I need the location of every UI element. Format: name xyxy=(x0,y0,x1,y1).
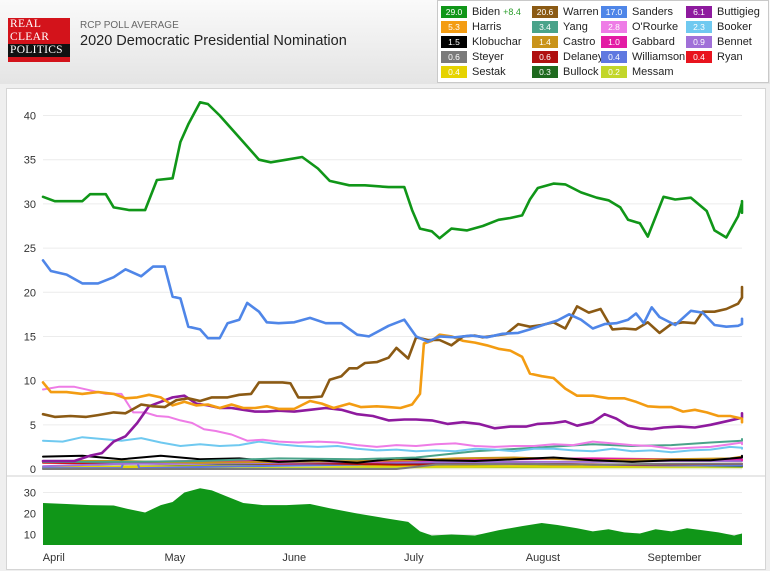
legend-name: Warren xyxy=(563,6,599,19)
series-line-booker xyxy=(42,436,743,454)
legend-value-badge: 0.4 xyxy=(686,51,712,64)
legend-name: Harris xyxy=(472,21,502,34)
legend-item-warren[interactable]: 20.6 Warren xyxy=(532,6,599,20)
legend-value-badge: 0.4 xyxy=(601,51,627,64)
legend-item-yang[interactable]: 3.4 Yang xyxy=(532,21,588,35)
legend-value-badge: 2.3 xyxy=(686,21,712,34)
legend-name: Gabbard xyxy=(632,36,675,49)
y-tick-label: 35 xyxy=(24,155,36,167)
spread-y-tick-label: 20 xyxy=(24,509,36,521)
legend-value-badge: 0.4 xyxy=(441,66,467,79)
chart-subtitle: RCP POLL AVERAGE xyxy=(80,20,179,31)
legend-name: Buttigieg xyxy=(717,6,760,19)
legend-value-badge: 3.4 xyxy=(532,21,558,34)
legend-value-badge: 17.0 xyxy=(601,6,627,19)
series-line-harris xyxy=(41,333,744,424)
legend-value-badge: 5.3 xyxy=(441,21,467,34)
legend-name: Castro xyxy=(563,36,596,49)
legend-change: +8.4 xyxy=(503,7,521,18)
y-tick-label: 5 xyxy=(30,420,36,432)
legend-item-buttigieg[interactable]: 6.1 Buttigieg xyxy=(686,6,760,20)
legend-item-harris[interactable]: 5.3 Harris xyxy=(441,21,501,35)
legend-item-booker[interactable]: 2.3 Booker xyxy=(686,21,752,35)
series-line-biden xyxy=(41,101,744,240)
legend-value-badge: 0.2 xyxy=(601,66,627,79)
legend-value-badge: 0.6 xyxy=(441,51,467,64)
x-tick-label: August xyxy=(526,552,560,564)
rcp-logo: REAL CLEAR POLITICS xyxy=(8,18,70,62)
legend-name: Biden xyxy=(472,6,501,19)
legend-name: Williamson xyxy=(632,51,686,64)
x-tick-label: July xyxy=(404,552,424,564)
legend-value-badge: 0.9 xyxy=(686,36,712,49)
legend-value-badge: 2.8 xyxy=(601,21,627,34)
legend-item-williamson[interactable]: 0.4 Williamson xyxy=(601,51,685,65)
x-tick-label: September xyxy=(648,552,702,564)
legend-item-messam[interactable]: 0.2 Messam xyxy=(601,66,674,80)
x-tick-label: April xyxy=(43,552,65,564)
legend-value-badge: 6.1 xyxy=(686,6,712,19)
legend-name: Bullock xyxy=(563,66,599,79)
legend-item-klobuchar[interactable]: 1.5 Klobuchar xyxy=(441,36,522,50)
legend-item-sanders[interactable]: 17.0 Sanders xyxy=(601,6,673,20)
legend-item-sestak[interactable]: 0.4 Sestak xyxy=(441,66,506,80)
y-tick-label: 10 xyxy=(24,376,36,388)
legend-name: Sanders xyxy=(632,6,673,19)
legend-name: O'Rourke xyxy=(632,21,679,34)
y-tick-label: 30 xyxy=(24,199,36,211)
series-line-klobuchar xyxy=(42,454,743,464)
legend-item-delaney[interactable]: 0.6 Delaney xyxy=(532,51,603,65)
legend-value-badge: 0.6 xyxy=(532,51,558,64)
poll-chart: 0 5 10 15 20 25 30 35 40 10 20 30 April May June July Au… xyxy=(7,101,765,564)
legend-name: Sestak xyxy=(472,66,506,79)
series-line-warren xyxy=(41,285,744,419)
legend-value-badge: 20.6 xyxy=(532,6,558,19)
legend-name: Messam xyxy=(632,66,674,79)
legend-item-bullock[interactable]: 0.3 Bullock xyxy=(532,66,598,80)
legend-item-steyer[interactable]: 0.6 Steyer xyxy=(441,51,504,65)
legend-item-ryan[interactable]: 0.4 Ryan xyxy=(686,51,743,65)
series-line-sanders xyxy=(41,259,744,343)
legend-name: Delaney xyxy=(563,51,604,64)
logo-line-1: REAL xyxy=(10,18,42,30)
series-line-buttigieg xyxy=(41,394,744,463)
y-tick-label: 15 xyxy=(24,331,36,343)
legend-item-gabbard[interactable]: 1.0 Gabbard xyxy=(601,36,675,50)
y-tick-label: 0 xyxy=(30,464,36,476)
header-bar: REAL CLEAR POLITICS RCP POLL AVERAGE 202… xyxy=(0,0,770,84)
legend-value-badge: 1.0 xyxy=(601,36,627,49)
y-tick-label: 25 xyxy=(24,243,36,255)
chart-title: 2020 Democratic Presidential Nomination xyxy=(80,33,347,49)
legend-name: Klobuchar xyxy=(472,36,522,49)
legend-value-badge: 0.3 xyxy=(532,66,558,79)
x-tick-label: June xyxy=(282,552,306,564)
legend-item-biden[interactable]: 29.0 Biden +8.4 xyxy=(441,6,521,20)
spread-y-tick-label: 10 xyxy=(24,530,36,542)
legend-name: Bennet xyxy=(717,36,752,49)
legend-value-badge: 1.4 xyxy=(532,36,558,49)
series-line-steyer xyxy=(42,462,743,470)
legend-item-orourke[interactable]: 2.8 O'Rourke xyxy=(601,21,678,35)
logo-line-3: POLITICS xyxy=(8,44,70,57)
legend-value-badge: 29.0 xyxy=(441,6,467,19)
chart-panel: 0 5 10 15 20 25 30 35 40 10 20 30 April May June July Au… xyxy=(6,88,766,570)
y-tick-label: 20 xyxy=(24,287,36,299)
y-tick-label: 40 xyxy=(24,111,36,123)
legend-name: Booker xyxy=(717,21,752,34)
spread-y-tick-label: 30 xyxy=(24,488,36,500)
legend-item-bennet[interactable]: 0.9 Bennet xyxy=(686,36,752,50)
legend-value-badge: 1.5 xyxy=(441,36,467,49)
legend-panel: 29.0 Biden +8.4 5.3 Harris 1.5 Klobuchar 0.6 Ste… xyxy=(437,0,769,83)
logo-line-2: CLEAR xyxy=(10,31,50,43)
legend-name: Ryan xyxy=(717,51,743,64)
spread-area xyxy=(43,488,742,545)
legend-name: Steyer xyxy=(472,51,504,64)
legend-item-castro[interactable]: 1.4 Castro xyxy=(532,36,595,50)
legend-name: Yang xyxy=(563,21,588,34)
x-tick-label: May xyxy=(165,552,186,564)
